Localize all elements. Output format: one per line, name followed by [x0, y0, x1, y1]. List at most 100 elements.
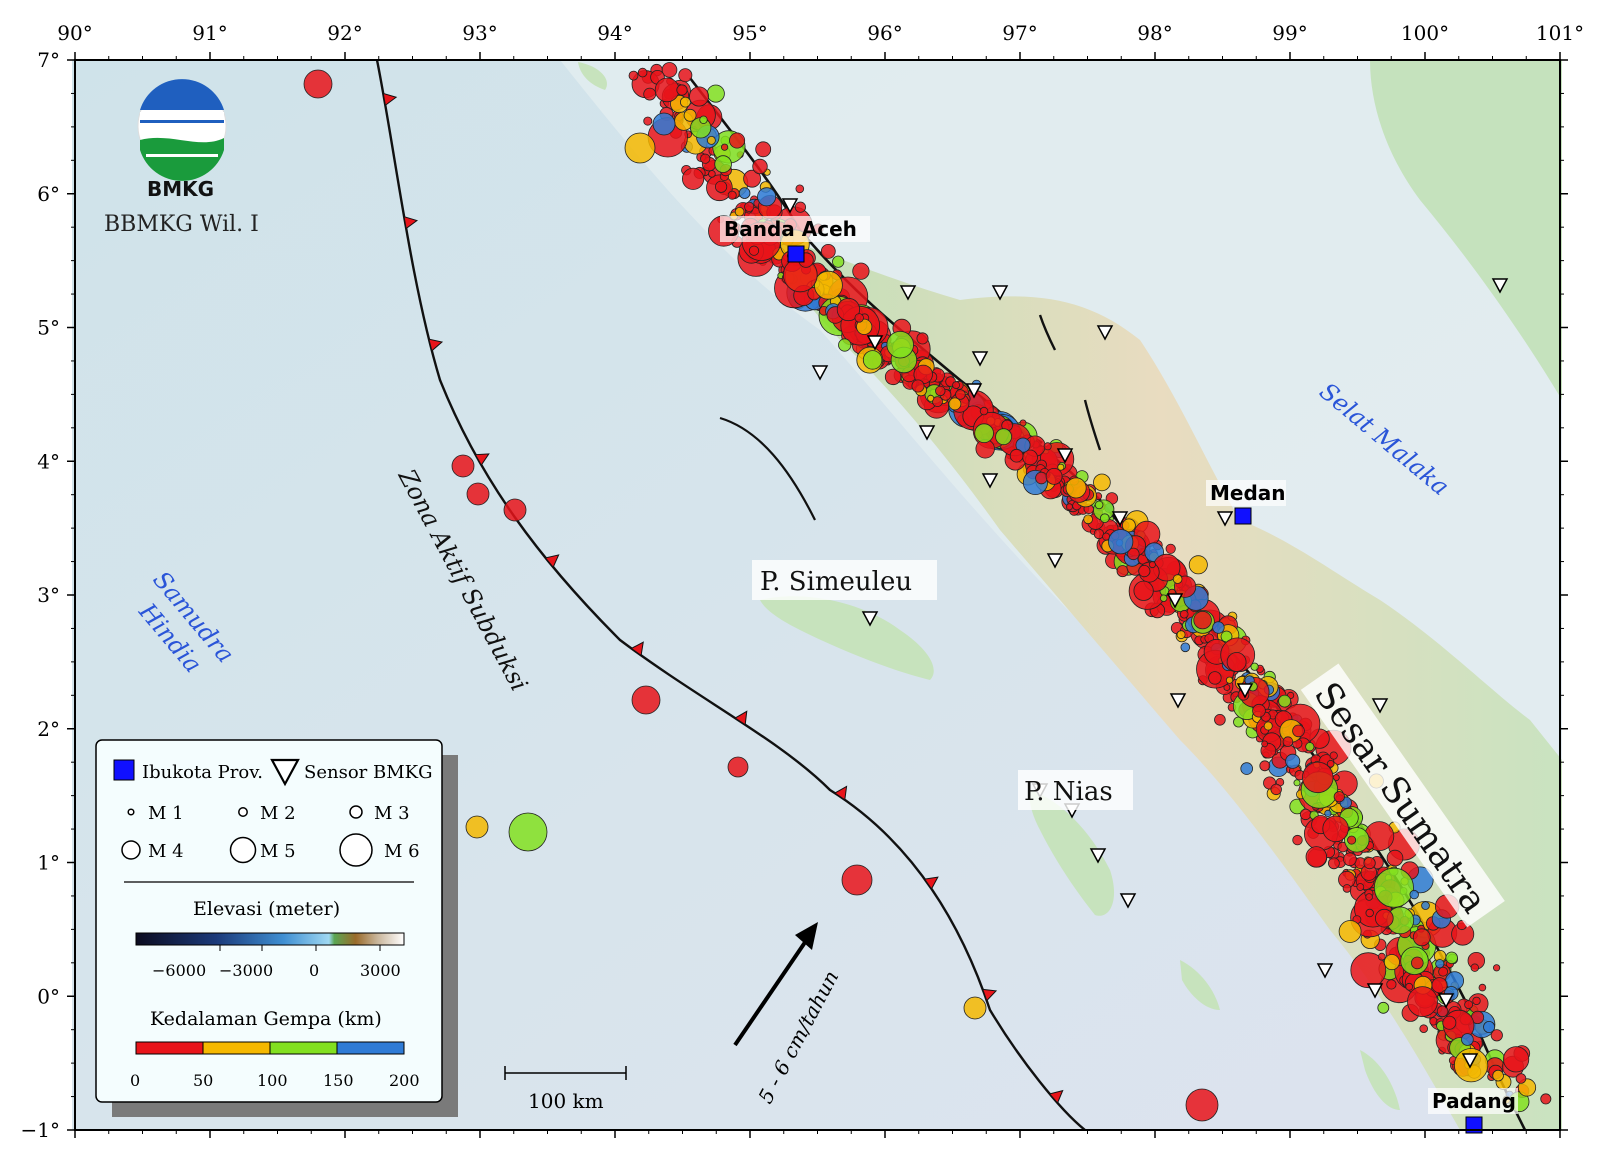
- earthquake-circle: [1356, 883, 1365, 891]
- simeulue-label: P. Simeuleu: [760, 567, 912, 597]
- legend-mag3-circle: [349, 805, 363, 819]
- legend-capital-symbol: [113, 759, 135, 781]
- bmkg-logo-stripe-3: [146, 154, 218, 157]
- earthquake-circle: [1347, 835, 1357, 845]
- earthquake-circle: [1344, 827, 1370, 853]
- earthquake-circle: [1212, 621, 1225, 634]
- simeulue-label-bg: [752, 560, 937, 600]
- subduction-trench-line: [375, 59, 1086, 1131]
- legend-depth-label-200: 200: [389, 1071, 420, 1090]
- sensor-triangle: [1089, 848, 1107, 864]
- lat-tick-label: 6°: [37, 182, 60, 206]
- sensor-triangle: [899, 285, 917, 301]
- sensor-triangle: [861, 611, 879, 627]
- earthquake-circle: [952, 381, 960, 390]
- earthquake-circle: [1386, 849, 1404, 867]
- map-frame: 90° 91° 92° 93° 94° 95° 96° 97° 98° 99° 100° 101° 7°…: [21, 21, 1585, 1142]
- nias-label-bg: [1018, 770, 1133, 810]
- earthquake-circle: [465, 815, 489, 839]
- trench-tooth: [630, 641, 644, 657]
- earthquake-circle: [1411, 956, 1424, 970]
- legend-sensor-symbol: [270, 758, 300, 787]
- earthquake-circle: [1365, 908, 1374, 918]
- earthquake-circle: [720, 143, 729, 151]
- lon-tick-label: 94°: [597, 21, 632, 45]
- earthquake-circle: [683, 108, 697, 122]
- sensor-triangle: [1236, 683, 1254, 699]
- earthquake-circle: [1225, 676, 1234, 684]
- lat-tick-label: 2°: [37, 717, 60, 741]
- sensor-triangle: [1216, 511, 1234, 527]
- sensor-triangle: [1119, 893, 1137, 909]
- lat-tick-label: 3°: [37, 583, 60, 607]
- earthquake-circle: [1322, 815, 1349, 843]
- legend-sensor-label: Sensor BMKG: [304, 762, 432, 783]
- earthquake-circle: [1409, 889, 1419, 900]
- legend-mag2-circle: [238, 807, 248, 817]
- batu-islands: [1180, 960, 1220, 1010]
- earthquake-circle: [1324, 809, 1332, 818]
- sensor-triangle: [981, 473, 999, 489]
- sensor-triangle: [1169, 693, 1187, 709]
- fault-segment-1: [1038, 314, 1057, 351]
- earthquake-circle: [707, 135, 716, 145]
- lon-tick-label: 96°: [867, 21, 902, 45]
- earthquake-circle: [1278, 694, 1291, 708]
- lat-tick-label: 7°: [37, 48, 60, 72]
- trench-tooth: [1048, 1089, 1064, 1104]
- earthquake-circle: [854, 313, 864, 323]
- earthquake-circle: [838, 338, 852, 352]
- earthquake-circle: [678, 68, 693, 83]
- earthquake-circle: [1375, 908, 1394, 928]
- earthquake-circle: [1180, 642, 1191, 653]
- earthquake-circle: [832, 255, 845, 268]
- earthquake-circle: [624, 132, 656, 164]
- sensor-triangle: [971, 351, 989, 367]
- legend-depth-swatch: [269, 1041, 338, 1055]
- earthquake-circle: [631, 685, 661, 715]
- trench-tooth: [382, 92, 398, 107]
- scale-bar-label: 100 km: [528, 1089, 604, 1113]
- siberut-island: [1360, 1050, 1400, 1110]
- legend-depth-label-0: 0: [130, 1071, 140, 1090]
- city-label-bg-padang: [1428, 1088, 1518, 1114]
- earthquake-circle: [1148, 561, 1156, 569]
- earthquake-circle: [1438, 966, 1448, 977]
- earthquake-circle: [862, 350, 883, 370]
- earthquake-circle: [1250, 662, 1259, 671]
- earthquake-circle: [700, 153, 711, 164]
- earthquake-circle: [1043, 442, 1052, 451]
- north-islet: [578, 62, 607, 90]
- sensor-triangle: [1461, 1053, 1479, 1069]
- legend-box: [95, 739, 443, 1103]
- trench-teeth: [382, 92, 1064, 1104]
- earthquake-circle: [948, 397, 962, 411]
- earthquake-circle: [1259, 760, 1271, 772]
- legend-depth-swatch: [202, 1041, 271, 1055]
- earthquake-circle: [689, 86, 710, 107]
- legend-mag6-circle: [339, 833, 373, 867]
- lon-tick-label: 97°: [1002, 21, 1037, 45]
- earthquake-circle: [628, 70, 639, 81]
- earthquake-circle: [955, 389, 966, 400]
- sensor-triangle: [1111, 511, 1129, 527]
- earthquake-circle: [1065, 503, 1073, 511]
- trench-tooth: [734, 710, 748, 726]
- earthquake-circle: [637, 67, 648, 78]
- city-label-banda-aceh: Banda Aceh: [724, 217, 857, 241]
- earthquake-circle: [1226, 652, 1247, 672]
- earthquake-circle: [508, 812, 548, 852]
- earthquake-circle: [1419, 1024, 1428, 1033]
- legend-mag3-label: M 3: [374, 803, 410, 824]
- legend-mag1-label: M 1: [148, 803, 184, 824]
- earthquake-circle: [1263, 721, 1273, 731]
- earthquake-circle: [1138, 564, 1151, 578]
- sensor-triangle: [1096, 325, 1114, 341]
- sensor-triangle: [811, 365, 829, 381]
- legend-elev-label-2: −3000: [219, 961, 273, 980]
- trench-tooth: [474, 453, 490, 467]
- earthquake-circle: [1377, 1001, 1390, 1014]
- city-label-bg-medan: [1206, 480, 1286, 506]
- lat-tick-label: 4°: [37, 449, 60, 473]
